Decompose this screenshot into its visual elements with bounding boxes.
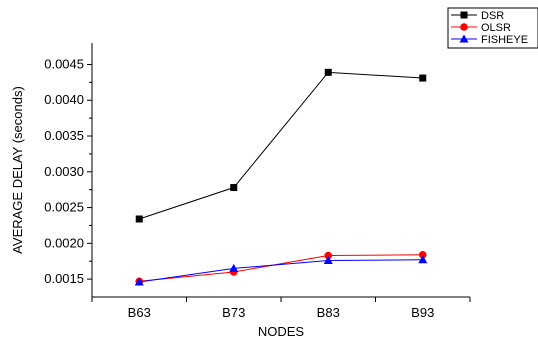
legend-label: OLSR [481, 22, 511, 34]
x-tick-label: B63 [128, 305, 151, 320]
x-tick-label: B93 [411, 305, 434, 320]
data-point-fisheye [229, 263, 239, 272]
series-line-olsr [139, 254, 423, 282]
x-tick-label: B83 [317, 305, 340, 320]
legend-marker-dsr [460, 11, 468, 19]
series-line-dsr [139, 71, 423, 220]
series-layer [134, 68, 428, 286]
x-axis-ticks: B63 B73 B83 B93 [91, 297, 471, 320]
x-tick-label: B73 [222, 305, 245, 320]
legend-marker-fisheye [459, 34, 469, 43]
legend-label: FISHEYE [481, 34, 528, 46]
data-point-olsr [418, 250, 427, 259]
series-olsr [135, 250, 427, 286]
data-point-fisheye [323, 256, 333, 265]
legend-label: DSR [481, 10, 504, 22]
data-point-dsr [230, 184, 238, 192]
legend-marker-olsr [460, 23, 468, 31]
y-tick-label: 0.0015 [44, 271, 84, 286]
series-line-fisheye [139, 259, 423, 283]
y-tick-label: 0.0020 [44, 235, 84, 250]
data-point-fisheye [418, 255, 428, 264]
y-axis-title: AVERAGE DELAY (seconds) [10, 86, 25, 254]
y-tick-label: 0.0045 [44, 56, 84, 71]
data-point-fisheye [134, 277, 144, 286]
legend-entry-fisheye: FISHEYE [451, 34, 528, 46]
y-axis-ticks: 0.0015 0.0020 0.0025 0.0030 0.0035 0.0040 0.00… [44, 56, 92, 286]
y-tick-label: 0.0030 [44, 164, 84, 179]
data-point-dsr [419, 74, 427, 82]
y-tick-label: 0.0035 [44, 128, 84, 143]
legend-entry-dsr: DSR [451, 10, 504, 22]
data-point-olsr [324, 251, 333, 260]
y-tick-label: 0.0025 [44, 200, 84, 215]
legend-entry-olsr: OLSR [451, 22, 511, 34]
x-axis-title: NODES [258, 324, 305, 339]
series-fisheye [134, 255, 428, 286]
series-dsr [135, 68, 427, 223]
y-tick-label: 0.0040 [44, 92, 84, 107]
data-point-dsr [324, 68, 332, 76]
data-point-dsr [135, 215, 143, 223]
